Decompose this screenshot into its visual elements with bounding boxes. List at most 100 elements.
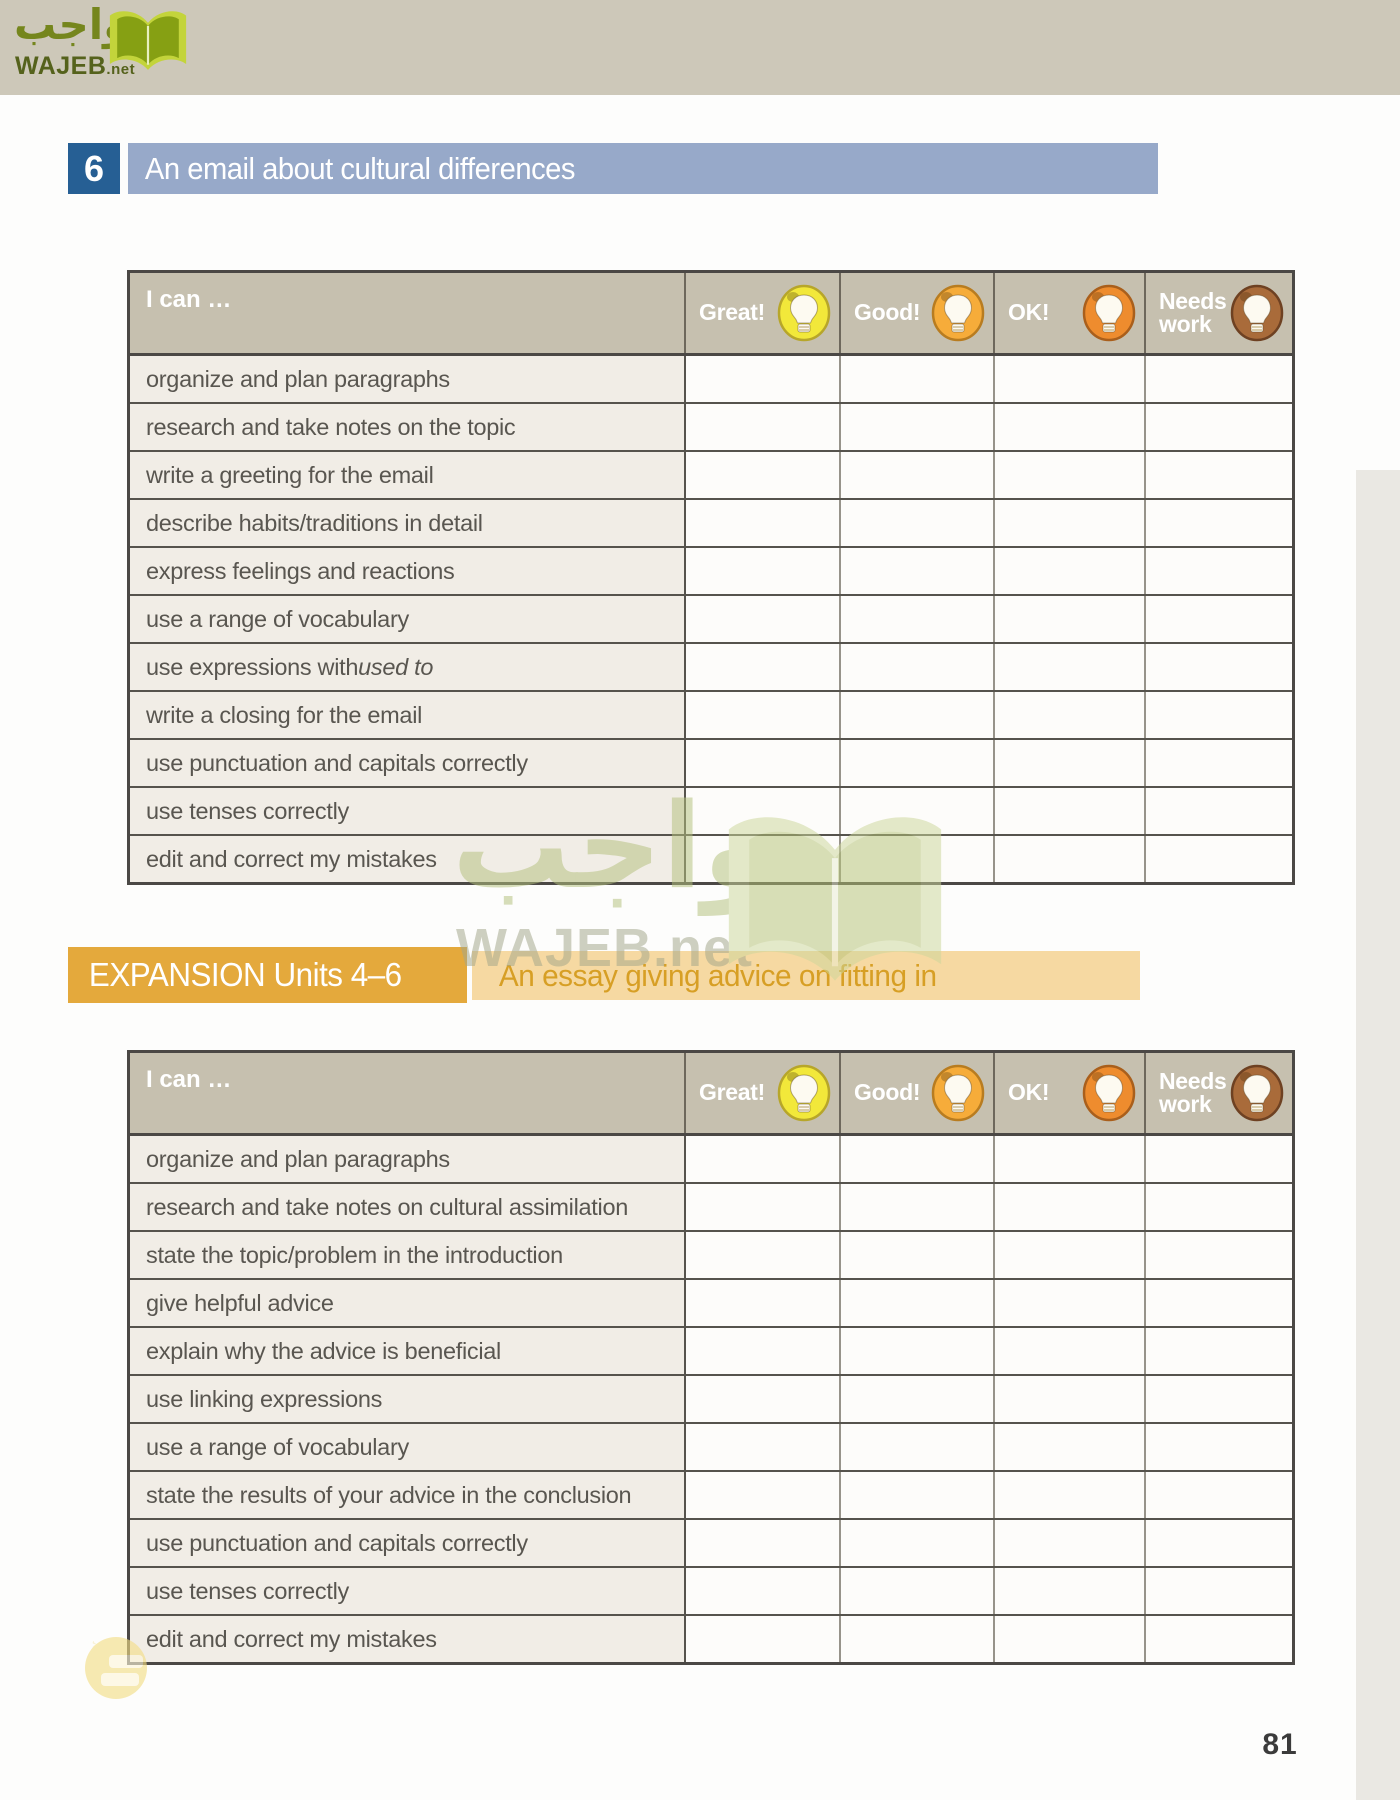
rating-cell-needs-work bbox=[1146, 1616, 1292, 1662]
rating-cell-great bbox=[686, 596, 841, 642]
rating-cell-ok bbox=[995, 548, 1146, 594]
skill-label: state the topic/problem in the introduct… bbox=[130, 1232, 686, 1278]
rating-cell-ok bbox=[995, 1376, 1146, 1422]
rating-cell-great bbox=[686, 500, 841, 546]
rating-cell-good bbox=[841, 1472, 995, 1518]
expansion-badge: EXPANSION Units 4–6 bbox=[68, 947, 467, 1003]
skill-label: organize and plan paragraphs bbox=[130, 356, 686, 402]
level-header-ok: OK! bbox=[995, 273, 1146, 353]
rating-cell-good bbox=[841, 1232, 995, 1278]
table-row: describe habits/traditions in detail bbox=[130, 500, 1292, 548]
rating-cell-great bbox=[686, 404, 841, 450]
unit-number: 6 bbox=[83, 147, 105, 189]
rating-cell-good bbox=[841, 548, 995, 594]
table-row: use punctuation and capitals correctly bbox=[130, 740, 1292, 788]
rating-cell-ok bbox=[995, 452, 1146, 498]
rating-cell-great bbox=[686, 548, 841, 594]
rating-cell-ok bbox=[995, 404, 1146, 450]
rating-cell-great bbox=[686, 1328, 841, 1374]
rating-cell-needs-work bbox=[1146, 1232, 1292, 1278]
rating-cell-ok bbox=[995, 500, 1146, 546]
watermark-bar bbox=[101, 1673, 139, 1686]
rating-cell-good bbox=[841, 500, 995, 546]
rating-cell-needs-work bbox=[1146, 644, 1292, 690]
rating-cell-ok bbox=[995, 788, 1146, 834]
page-number: 81 bbox=[1262, 1728, 1298, 1761]
lightbulb-icon bbox=[1230, 1064, 1284, 1122]
rating-cell-great bbox=[686, 740, 841, 786]
rating-cell-good bbox=[841, 1328, 995, 1374]
table-row: organize and plan paragraphs bbox=[130, 356, 1292, 404]
rating-cell-good bbox=[841, 1568, 995, 1614]
rating-cell-great bbox=[686, 1424, 841, 1470]
level-header-ok: OK! bbox=[995, 1053, 1146, 1133]
table-row: give helpful advice bbox=[130, 1280, 1292, 1328]
skill-label: edit and correct my mistakes bbox=[130, 1616, 686, 1662]
skill-label: write a closing for the email bbox=[130, 692, 686, 738]
level-label: Needs work bbox=[1159, 287, 1227, 337]
rating-cell-needs-work bbox=[1146, 404, 1292, 450]
rating-cell-needs-work bbox=[1146, 1280, 1292, 1326]
rating-cell-good bbox=[841, 740, 995, 786]
rating-cell-ok bbox=[995, 1520, 1146, 1566]
level-label: Great! bbox=[699, 1079, 765, 1106]
table-row: write a greeting for the email bbox=[130, 452, 1292, 500]
rating-cell-good bbox=[841, 356, 995, 402]
rating-cell-needs-work bbox=[1146, 740, 1292, 786]
rating-cell-ok bbox=[995, 1616, 1146, 1662]
rating-cell-ok bbox=[995, 1136, 1146, 1182]
skill-label: use tenses correctly bbox=[130, 788, 686, 834]
table-row: express feelings and reactions bbox=[130, 548, 1292, 596]
rating-cell-needs-work bbox=[1146, 1568, 1292, 1614]
rating-cell-good bbox=[841, 836, 995, 882]
level-header-good: Good! bbox=[841, 1053, 995, 1133]
level-label: Great! bbox=[699, 299, 765, 326]
level-label: OK! bbox=[1008, 1079, 1050, 1106]
top-banner: واجب WAJEB.net bbox=[0, 0, 1400, 95]
table-row: edit and correct my mistakes bbox=[130, 1616, 1292, 1662]
rating-cell-needs-work bbox=[1146, 1376, 1292, 1422]
table-row: research and take notes on cultural assi… bbox=[130, 1184, 1292, 1232]
rating-cell-great bbox=[686, 836, 841, 882]
rating-cell-good bbox=[841, 1616, 995, 1662]
rating-cell-needs-work bbox=[1146, 1184, 1292, 1230]
page-edge-strip bbox=[1356, 470, 1400, 1800]
i-can-header: I can … bbox=[130, 1053, 686, 1133]
lightbulb-icon bbox=[1082, 1064, 1136, 1122]
rating-cell-good bbox=[841, 788, 995, 834]
skill-label: write a greeting for the email bbox=[130, 452, 686, 498]
rating-cell-great bbox=[686, 692, 841, 738]
table-header-row: I can … Great! Good! OK! Needs work bbox=[130, 1053, 1292, 1136]
rating-cell-good bbox=[841, 644, 995, 690]
table-row: write a closing for the email bbox=[130, 692, 1292, 740]
table-row: use linking expressions bbox=[130, 1376, 1292, 1424]
lightbulb-icon bbox=[1082, 284, 1136, 342]
skill-label: organize and plan paragraphs bbox=[130, 1136, 686, 1182]
unit-number-box: 6 bbox=[68, 143, 120, 194]
rating-cell-ok bbox=[995, 740, 1146, 786]
rating-cell-great bbox=[686, 1280, 841, 1326]
lightbulb-icon bbox=[777, 284, 831, 342]
rating-cell-ok bbox=[995, 644, 1146, 690]
rating-cell-great bbox=[686, 452, 841, 498]
wheat-icon: ❧ bbox=[89, 1632, 115, 1665]
rating-cell-ok bbox=[995, 1232, 1146, 1278]
skill-label: edit and correct my mistakes bbox=[130, 836, 686, 882]
rating-cell-good bbox=[841, 452, 995, 498]
rating-cell-ok bbox=[995, 356, 1146, 402]
level-label: Good! bbox=[854, 299, 921, 326]
skill-label: use linking expressions bbox=[130, 1376, 686, 1422]
table-row: explain why the advice is beneficial bbox=[130, 1328, 1292, 1376]
rating-cell-needs-work bbox=[1146, 548, 1292, 594]
self-assessment-table-essay: I can … Great! Good! OK! Needs work organize… bbox=[127, 1050, 1295, 1665]
rating-cell-needs-work bbox=[1146, 452, 1292, 498]
open-book-icon bbox=[104, 6, 192, 83]
skill-label: use punctuation and capitals correctly bbox=[130, 1520, 686, 1566]
expansion-badge-label: EXPANSION Units 4–6 bbox=[88, 956, 402, 993]
level-header-good: Good! bbox=[841, 273, 995, 353]
rating-cell-good bbox=[841, 1280, 995, 1326]
skill-label: use expressions with used to bbox=[130, 644, 686, 690]
rating-cell-great bbox=[686, 644, 841, 690]
rating-cell-good bbox=[841, 1184, 995, 1230]
skill-label: use tenses correctly bbox=[130, 1568, 686, 1614]
